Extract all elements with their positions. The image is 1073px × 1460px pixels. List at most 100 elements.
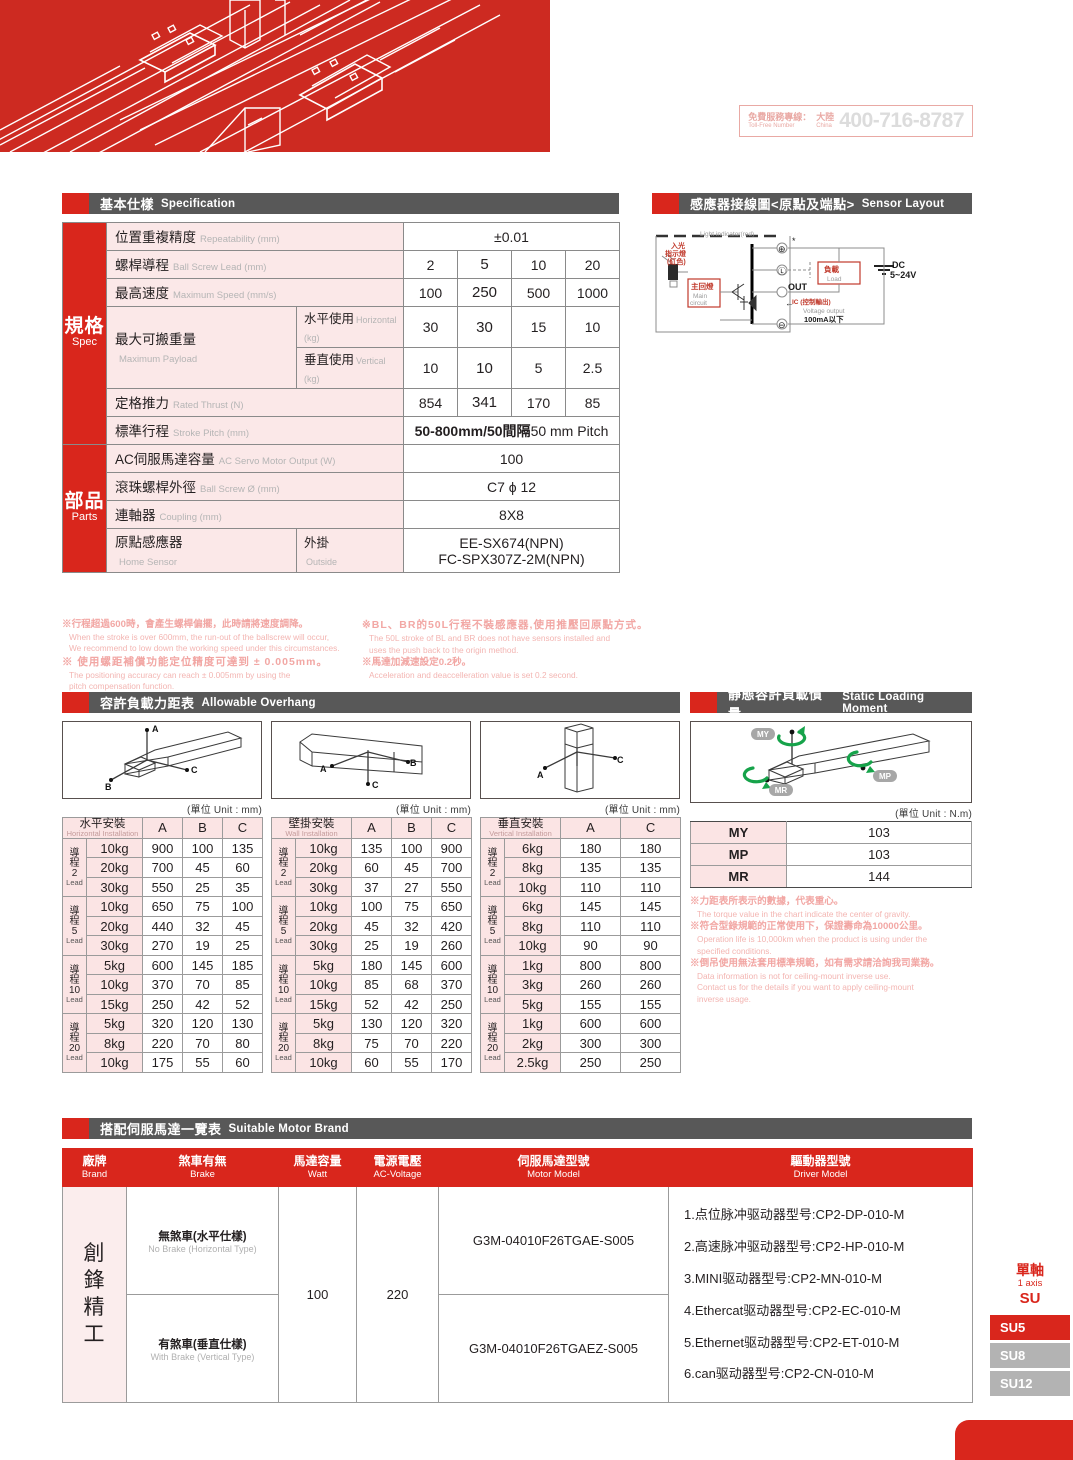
section-title-bar: 容許負載力距表 Allowable Overhang	[89, 692, 680, 713]
value-cell: 85	[351, 974, 392, 995]
section-title-cn: 感應器接線圖<原點及端點>	[690, 197, 855, 212]
svg-text:(紅色): (紅色)	[667, 257, 686, 266]
table-row: 20kg 700 45 60	[63, 857, 263, 878]
table-row: 導程 20 Lead 1kg 600 600	[480, 1013, 682, 1073]
series-side-tabs: 單軸 1 axis SU SU5 SU8 SU12	[990, 1262, 1070, 1396]
header-driver-model: 驅動器型號 Driver Model	[668, 1147, 973, 1188]
value-cell: 270	[142, 935, 183, 956]
lead-group-label: 導程 2 Lead	[480, 837, 505, 898]
moment-value: 103	[786, 843, 972, 866]
header-en: AC-Voltage	[373, 1168, 422, 1180]
svg-text:C: C	[191, 765, 198, 775]
moment-label-MR: MR	[769, 784, 793, 796]
lead-group-label: 導程 10 Lead	[271, 954, 296, 1015]
sensor-circuit-schematic-icon: 入光 指示燈 (紅色) 主回燈 負載 IC (控制輸出) Light indic…	[655, 231, 916, 333]
moment-value: 144	[786, 865, 972, 888]
payload-cell: 1kg	[503, 954, 562, 976]
note-en: Contact us for the details if you want t…	[697, 982, 914, 993]
table-header-row: 水平安裝 Horizontal Installation A B C	[62, 817, 263, 839]
row-label-cn: 連軸器	[115, 508, 156, 523]
brake-label-cn: 有煞車(垂直仕樣)	[158, 1338, 247, 1351]
value-cell: 700	[431, 857, 472, 878]
moment-key: MY	[690, 821, 787, 844]
static-loading-table: MY 103 MP 103 MR 144	[690, 821, 972, 888]
overhang-unit-label: (單位 Unit : mm)	[604, 805, 680, 816]
value-cell: 260	[431, 935, 472, 956]
value-cell: 30	[457, 306, 512, 348]
value-cell: 300	[560, 1032, 622, 1054]
toll-free-region-en: China	[816, 122, 832, 129]
svg-text:5~24V: 5~24V	[890, 270, 916, 280]
axis-label-cn: 單軸	[1016, 1262, 1044, 1278]
header-en: Motor Model	[527, 1168, 580, 1180]
brand-cell: 創鋒精工	[62, 1186, 127, 1404]
header-en: Driver Model	[793, 1168, 848, 1180]
overhang-unit-label: (單位 Unit : mm)	[395, 805, 471, 816]
value-cell: 42	[182, 993, 223, 1015]
value-cell: 130	[222, 1013, 263, 1034]
sidebar-item-su5[interactable]: SU5	[990, 1314, 1070, 1340]
note-en: When the stroke is over 600mm, the run-o…	[69, 631, 330, 642]
overhang-col-header: A	[351, 817, 392, 839]
section-title-en: Sensor Layout	[861, 197, 945, 210]
static-loading-notes: ※力距表所表示的數據，代表重心。 The torque value in the…	[690, 895, 972, 1005]
value-cell: 45	[391, 857, 432, 878]
moment-label-MY: MY	[751, 728, 775, 740]
svg-text:circuit: circuit	[690, 300, 707, 307]
header-cn: 驅動器型號	[790, 1154, 851, 1168]
sidebar-item-su12[interactable]: SU12	[990, 1370, 1070, 1396]
payload-cell: 30kg	[86, 876, 143, 898]
payload-cell: 5kg	[295, 954, 352, 976]
horizontal-actuator-axes-icon: A C B	[105, 724, 243, 792]
value-cell: 19	[182, 935, 223, 956]
section-marker-icon	[652, 193, 679, 214]
payload-cell: 10kg	[503, 876, 562, 898]
static-loading-moment-section: 靜態容許負載慣量 Static Loading Moment	[690, 687, 972, 1005]
payload-cell: 30kg	[295, 876, 352, 898]
value-cell: 2.5	[565, 347, 620, 389]
brand-char: 鋒	[83, 1268, 106, 1292]
sidebar-item-su8[interactable]: SU8	[990, 1342, 1070, 1368]
value-cell: 260	[620, 974, 682, 995]
row-label-repeatability: 位置重複精度 Repeatability (mm)	[106, 222, 404, 251]
overhang-col-header: A	[560, 817, 622, 839]
row-label-cn: 最高速度	[115, 286, 169, 301]
specification-table: 規格 Spec 位置重複精度 Repeatability (mm) ±0.01 螺…	[62, 222, 620, 573]
value-cell: 5	[511, 347, 566, 389]
svg-text:Load: Load	[827, 276, 842, 283]
row-label-cn: 原點感應器	[115, 535, 183, 550]
payload-cell: 3kg	[503, 974, 562, 995]
svg-text:⊖: ⊖	[778, 320, 786, 330]
value-cell: 600	[142, 954, 183, 976]
header-voltage: 電源電壓 AC-Voltage	[356, 1147, 439, 1188]
table-row: 導程 20 Lead 5kg 320 120 130	[62, 1013, 263, 1073]
lead-group-label: 導程 10 Lead	[480, 954, 505, 1015]
motor-brand-table: 廠牌 Brand 煞車有無 Brake 馬達容量 Watt 電源電壓 AC-Vo…	[62, 1147, 973, 1404]
sensor-wiring-diagram: 入光 指示燈 (紅色) 主回燈 負載 IC (控制輸出) Light indic…	[652, 224, 972, 344]
table-row: 2.5kg 250 250	[481, 1052, 682, 1073]
note-cn: ※倒吊使用無法套用標準規範，如有需求請洽詢我司業務。	[690, 958, 940, 970]
payload-cell: 15kg	[86, 993, 143, 1015]
table-row: 30kg 270 19 25	[63, 935, 263, 956]
row-label-en: Maximum Speed (mm/s)	[173, 290, 277, 301]
value-cell: 42	[391, 993, 432, 1015]
driver-model-cell: 1.点位脉冲驱动器型号:CP2-DP-010-M 2.高速脉冲驱动器型号:CP2-…	[668, 1186, 973, 1404]
driver-model-item: 2.高速脉冲驱动器型号:CP2-HP-010-M	[684, 1239, 905, 1254]
table-row: 導程 5 Lead 6kg 145 145	[480, 896, 682, 956]
table-row: 30kg 25 19 260	[272, 935, 472, 956]
table-row: 15kg 52 42 250	[272, 993, 472, 1015]
payload-cell: 6kg	[503, 837, 562, 859]
overhang-head-en: Wall Installation	[285, 829, 338, 839]
note-en: The torque value in the chart indicate t…	[697, 908, 911, 919]
value-cell: 300	[620, 1032, 682, 1054]
specification-section: 基本仕樣 Specification 規格 Spec 位置重複精度 Repeata…	[62, 193, 620, 573]
table-row: 垂直使用 Vertical (kg) 10 10 5 2.5	[63, 347, 620, 389]
row-label-rated-thrust: 定格推力 Rated Thrust (N)	[106, 388, 404, 417]
table-row: 8kg 110 110	[481, 915, 682, 937]
payload-cell: 20kg	[86, 915, 143, 937]
note-cn: ※BL、BR的50L行程不裝感應器,使用推壓回原點方式。	[362, 619, 649, 631]
table-row: 導程 5 Lead 10kg 650 75 100	[62, 896, 263, 956]
note-en: The 50L stroke of BL and BR does not hav…	[369, 633, 611, 644]
value-cell: 70	[391, 1032, 432, 1054]
driver-model-list: 1.点位脉冲驱动器型号:CP2-DP-010-M 2.高速脉冲驱动器型号:CP2-…	[670, 1193, 971, 1396]
